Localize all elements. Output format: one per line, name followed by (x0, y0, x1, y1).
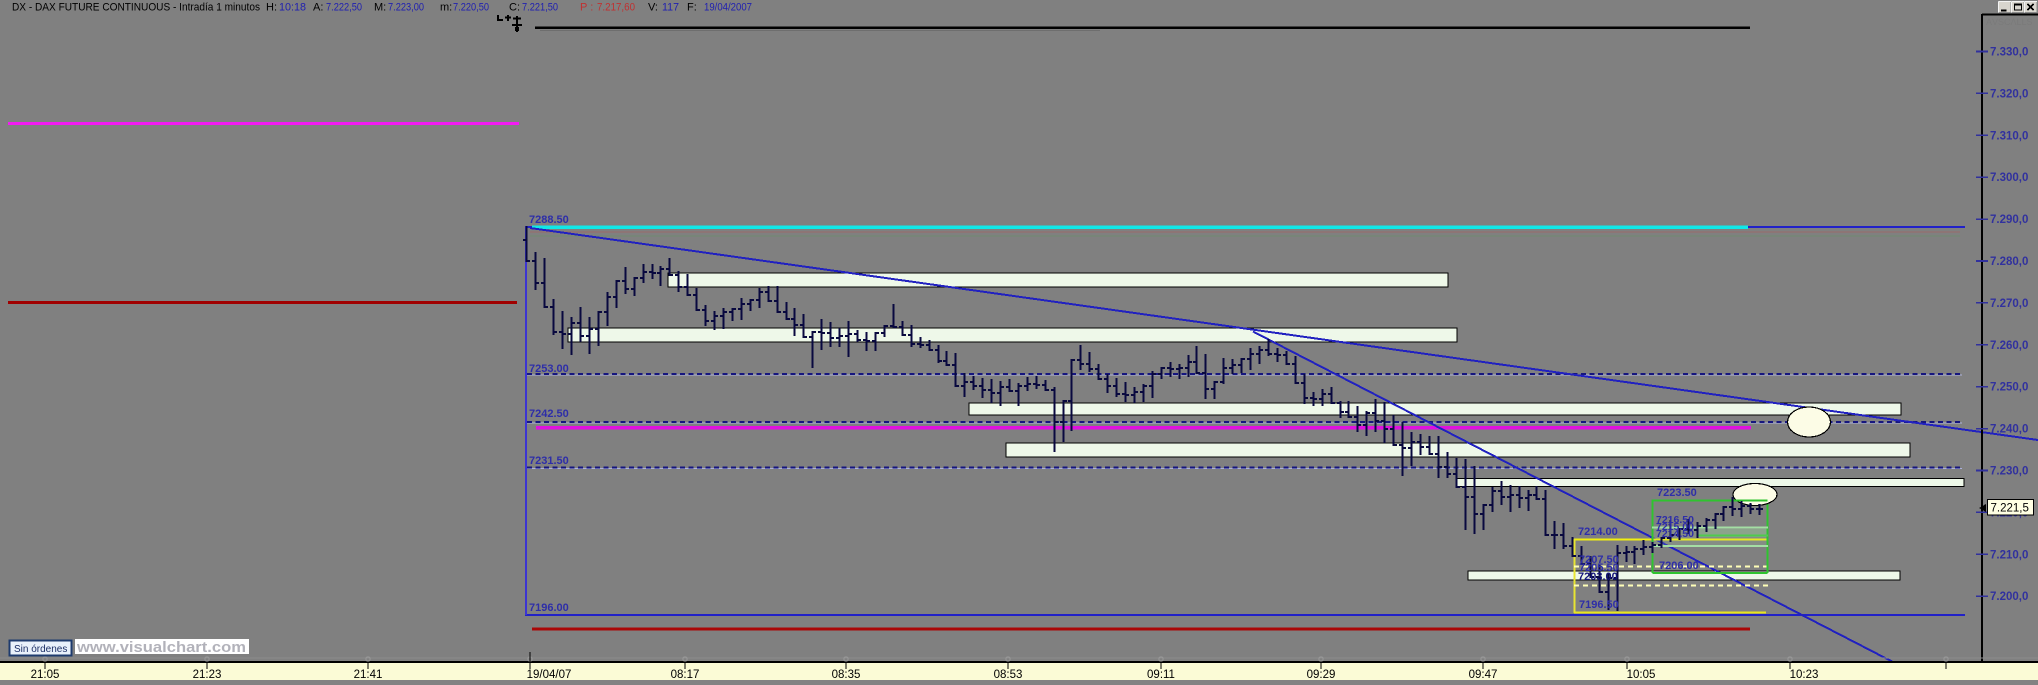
svg-text:F:: F: (687, 2, 697, 14)
svg-text:7223.50: 7223.50 (1657, 487, 1697, 499)
svg-text:7.230,0: 7.230,0 (1990, 466, 2028, 478)
svg-text:7196.00: 7196.00 (529, 602, 569, 614)
svg-text:21:41: 21:41 (354, 669, 383, 680)
svg-text:19/04/07: 19/04/07 (527, 669, 572, 680)
svg-text:7.250,0: 7.250,0 (1990, 382, 2028, 394)
svg-text:7.223,00: 7.223,00 (388, 2, 424, 14)
svg-text:10:23: 10:23 (1790, 669, 1819, 680)
svg-text:117: 117 (662, 2, 679, 14)
svg-text:7.217,60: 7.217,60 (597, 2, 635, 14)
svg-text:АVSСΛLLS: АVSСΛLLS (1986, 17, 2033, 27)
svg-text:www.visualchart.com: www.visualchart.com (76, 640, 246, 656)
svg-text:7207.50: 7207.50 (1579, 554, 1619, 566)
svg-text:7.220,50: 7.220,50 (453, 2, 489, 14)
svg-text:P :: P : (580, 2, 593, 14)
svg-text:7.310,0: 7.310,0 (1990, 130, 2028, 142)
svg-text:7203.00: 7203.00 (1578, 571, 1618, 583)
svg-text:7.221,5: 7.221,5 (1991, 503, 2029, 515)
svg-text:7216.50: 7216.50 (1656, 514, 1694, 526)
svg-text:7214.50: 7214.50 (1656, 528, 1694, 540)
svg-text:7242.50: 7242.50 (529, 408, 569, 420)
svg-text:7.330,0: 7.330,0 (1990, 47, 2028, 59)
svg-text:H:: H: (266, 2, 277, 14)
svg-text:7.222,50: 7.222,50 (326, 2, 362, 14)
svg-text:7.260,0: 7.260,0 (1990, 340, 2028, 352)
svg-text:7.290,0: 7.290,0 (1990, 214, 2028, 226)
svg-text:7.300,0: 7.300,0 (1990, 172, 2028, 184)
svg-text:7206.00: 7206.00 (1659, 560, 1699, 572)
svg-text:09:11: 09:11 (1147, 669, 1175, 680)
svg-text:08:17: 08:17 (671, 669, 700, 680)
svg-text:7253.00: 7253.00 (529, 363, 569, 375)
svg-text:7.210,0: 7.210,0 (1990, 549, 2028, 561)
svg-text:19/04/2007: 19/04/2007 (704, 2, 752, 14)
svg-text:10:05: 10:05 (1627, 669, 1656, 680)
svg-text:7.240,0: 7.240,0 (1990, 424, 2028, 436)
svg-text:7231.50: 7231.50 (529, 455, 569, 467)
svg-text:A:: A: (313, 2, 323, 14)
svg-text:10:18: 10:18 (279, 2, 306, 14)
svg-text:08:35: 08:35 (832, 669, 861, 680)
svg-text:7.320,0: 7.320,0 (1990, 88, 2028, 100)
svg-text:7.270,0: 7.270,0 (1990, 298, 2028, 310)
svg-text:DX - DAX FUTURE CONTINUOUS - I: DX - DAX FUTURE CONTINUOUS - Intradía 1 … (12, 2, 260, 14)
svg-text:7.280,0: 7.280,0 (1990, 256, 2028, 268)
svg-text:7214.00: 7214.00 (1578, 526, 1618, 538)
svg-text:7288.50: 7288.50 (529, 214, 569, 226)
svg-text:7196.50: 7196.50 (1579, 599, 1619, 611)
svg-text:21:05: 21:05 (31, 669, 60, 680)
svg-text:7.200,0: 7.200,0 (1990, 591, 2028, 603)
svg-text:09:47: 09:47 (1469, 669, 1498, 680)
svg-text:09:29: 09:29 (1307, 669, 1336, 680)
svg-text:V:: V: (648, 2, 658, 14)
svg-text:7215.00: 7215.00 (1656, 521, 1694, 533)
svg-text:m:: m: (440, 2, 452, 14)
svg-text:M:: M: (374, 2, 386, 14)
svg-text:7205.50: 7205.50 (1579, 562, 1619, 574)
svg-text:C:: C: (509, 2, 520, 14)
svg-text:08:53: 08:53 (994, 669, 1023, 680)
svg-text:7.221,50: 7.221,50 (522, 2, 558, 14)
svg-text:Sin órdenes: Sin órdenes (14, 644, 67, 655)
svg-text:21:23: 21:23 (193, 669, 222, 680)
